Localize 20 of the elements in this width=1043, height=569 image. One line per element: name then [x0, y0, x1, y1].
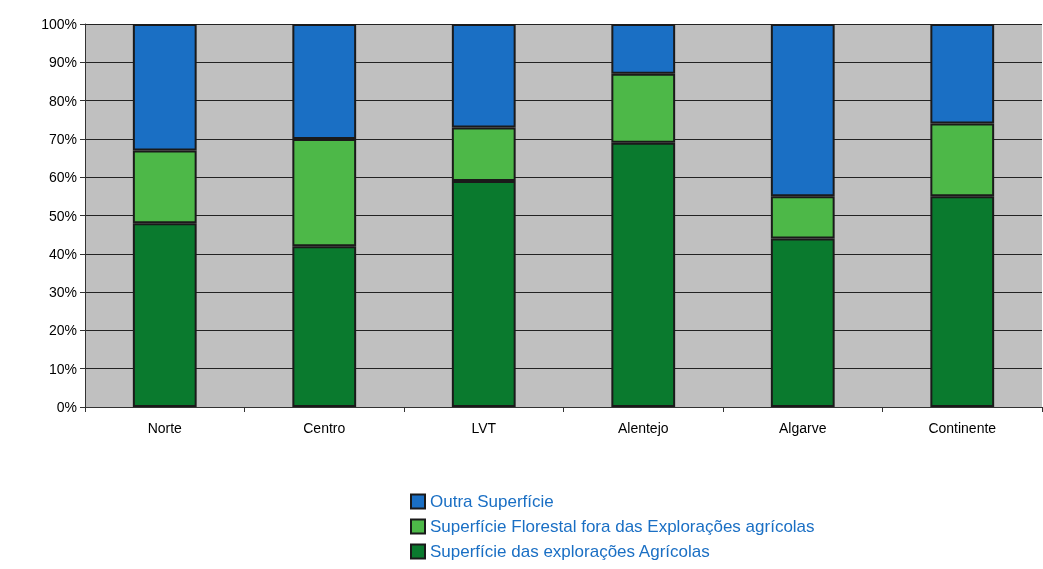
y-tick-label: 80%: [48, 92, 77, 109]
y-tick-label: 0%: [56, 399, 77, 415]
y-tick-label: 40%: [48, 245, 77, 262]
x-tick-label: Continente: [928, 420, 997, 436]
legend-label: Superfície Florestal fora das Explorações agrícolas: [430, 517, 815, 536]
x-tick-label: LVT: [471, 420, 497, 436]
legend-label: Superfície das explorações Agrícolas: [430, 542, 710, 561]
legend-label: Outra Superfície: [430, 492, 554, 511]
y-tick-label: 30%: [48, 284, 77, 301]
y-tick-label: 70%: [48, 130, 77, 147]
y-tick-label: 20%: [48, 322, 77, 339]
y-tick-label: 10%: [48, 360, 77, 377]
x-tick-label: Centro: [303, 420, 346, 436]
y-tick-label: 90%: [48, 54, 77, 71]
y-tick-label: 50%: [48, 207, 77, 224]
y-tick-label: 60%: [48, 169, 77, 186]
y-tick-label: 100%: [41, 16, 77, 32]
x-tick-label: Algarve: [779, 420, 827, 436]
x-tick-label: Norte: [147, 420, 183, 436]
x-tick-label: Alentejo: [617, 420, 669, 436]
